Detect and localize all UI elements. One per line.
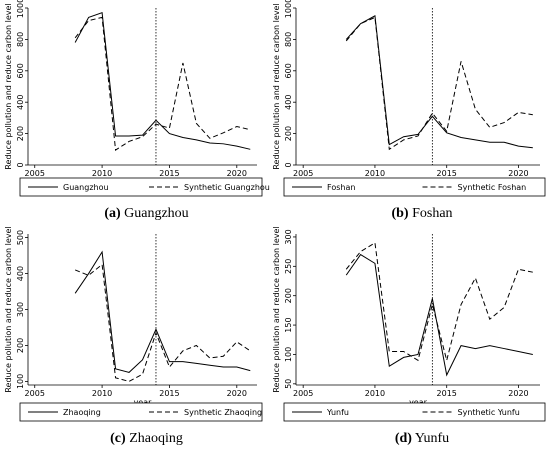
- chart-panel-1: 020040060080010002005201020152020yearRed…: [272, 0, 546, 221]
- chart-panel-0: 020040060080010002005201020152020yearRed…: [4, 0, 270, 221]
- x-tick-label: 2005: [293, 389, 313, 398]
- caption-letter: (d): [395, 431, 412, 446]
- y-tick-label: 250: [284, 259, 293, 274]
- y-tick-label: 0: [16, 162, 25, 167]
- y-tick-label: 300: [284, 229, 293, 244]
- y-tick-label: 100: [284, 347, 293, 362]
- chart-panel-3: 50 100 150 200 250 300 2005 2010 2015 2020 year Red…: [272, 226, 546, 446]
- y-tick-label: 200: [16, 126, 25, 141]
- legend-label: Zhaoqing: [63, 408, 101, 417]
- y-axis-label: Reduce pollution and reduce carbon level: [4, 226, 13, 392]
- x-tick-label: 2010: [92, 389, 112, 398]
- series-line-actual: [74, 250, 251, 373]
- y-tick-label: 0: [284, 162, 293, 167]
- series-line-synthetic: [74, 263, 251, 382]
- series-line-synthetic: [74, 16, 251, 151]
- legend-label: Synthetic Zhaoqing: [184, 408, 262, 417]
- legend: [19, 177, 263, 197]
- y-tick-label: 400: [16, 266, 25, 281]
- y-tick-label: 600: [284, 63, 293, 78]
- chart-panel-2: 100 200 300 400 500 2005 2010 2015 2020 year Reduc…: [4, 226, 263, 446]
- x-tick-label: 2020: [508, 389, 528, 398]
- legend: [19, 402, 263, 422]
- legend: [283, 177, 546, 197]
- x-tick-label: 2015: [437, 169, 457, 178]
- x-tick-label: 2020: [227, 169, 247, 178]
- legend-label: Yunfu: [326, 408, 349, 417]
- y-tick-label: 600: [16, 63, 25, 78]
- caption-letter: (a): [104, 206, 121, 221]
- legend-label: Guangzhou: [63, 183, 109, 192]
- y-axis-label: Reduce pollution and reduce carbon level: [4, 3, 13, 169]
- caption-name: Foshan: [409, 206, 453, 221]
- y-tick-label: 800: [284, 32, 293, 47]
- x-tick-label: 2015: [159, 169, 179, 178]
- legend-label: Synthetic Yunfu: [458, 408, 520, 417]
- series-line-actual: [345, 15, 533, 149]
- x-tick-label: 2005: [293, 169, 313, 178]
- x-axis-label: year: [134, 398, 153, 407]
- y-tick-label: 800: [16, 32, 25, 47]
- x-axis-label: year: [409, 398, 428, 407]
- series-line-actual: [74, 12, 251, 150]
- caption-letter: (b): [391, 206, 408, 221]
- x-tick-label: 2020: [508, 169, 528, 178]
- y-tick-label: 300: [16, 302, 25, 317]
- caption-name: Zhaoqing: [126, 431, 183, 446]
- x-tick-label: 2020: [227, 389, 247, 398]
- x-tick-label: 2005: [25, 169, 45, 178]
- y-tick-label: 1000: [16, 0, 25, 18]
- x-tick-label: 2005: [25, 389, 45, 398]
- caption-name: Guangzhou: [121, 206, 189, 221]
- x-tick-label: 2010: [365, 389, 385, 398]
- y-tick-label: 500: [16, 230, 25, 245]
- y-tick-label: 50: [284, 379, 293, 389]
- y-tick-label: 400: [284, 95, 293, 110]
- y-tick-label: 400: [16, 95, 25, 110]
- legend-label: Foshan: [327, 183, 355, 192]
- y-tick-label: 200: [284, 288, 293, 303]
- y-tick-label: 100: [16, 374, 25, 389]
- y-axis-label: Reduce pollution and reduce carbon level: [272, 226, 281, 392]
- series-line-synthetic: [345, 241, 533, 362]
- panel-caption: (c) Zhaoqing: [110, 431, 183, 446]
- caption-letter: (c): [110, 431, 126, 446]
- panel-caption: (b) Foshan: [391, 206, 452, 221]
- y-tick-label: 200: [284, 126, 293, 141]
- y-tick-label: 1000: [284, 0, 293, 18]
- x-tick-label: 2015: [159, 389, 179, 398]
- caption-name: Yunfu: [412, 431, 449, 446]
- x-tick-label: 2015: [437, 389, 457, 398]
- legend: [283, 402, 546, 422]
- y-tick-label: 150: [284, 317, 293, 332]
- legend-label: Synthetic Guangzhou: [184, 183, 270, 192]
- y-axis-label: Reduce pollution and reduce carbon level: [272, 3, 281, 169]
- series-line-actual: [345, 253, 533, 377]
- panel-caption: (d) Yunfu: [395, 431, 449, 446]
- series-line-synthetic: [345, 16, 533, 151]
- y-tick-label: 200: [16, 338, 25, 353]
- panel-caption: (a) Guangzhou: [104, 206, 188, 221]
- legend-label: Synthetic Foshan: [458, 183, 527, 192]
- x-tick-label: 2010: [365, 169, 385, 178]
- x-tick-label: 2010: [92, 169, 112, 178]
